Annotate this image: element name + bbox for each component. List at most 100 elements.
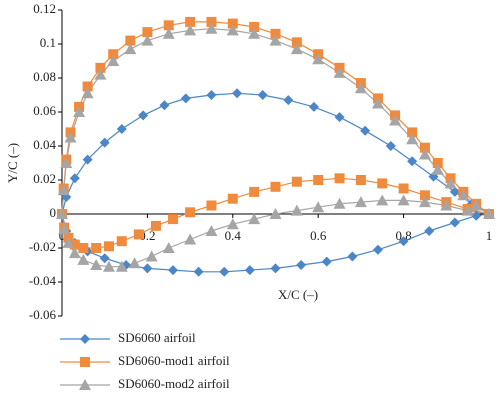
marker bbox=[95, 62, 106, 73]
marker bbox=[334, 112, 345, 123]
marker bbox=[471, 210, 482, 221]
marker bbox=[185, 16, 196, 27]
marker bbox=[128, 257, 141, 269]
marker bbox=[333, 66, 346, 78]
marker bbox=[141, 34, 154, 46]
marker bbox=[91, 243, 102, 253]
x-tick-label: 0.4 bbox=[225, 228, 242, 243]
y-tick-label: -0.02 bbox=[29, 239, 56, 254]
marker bbox=[78, 243, 89, 253]
marker bbox=[184, 24, 197, 36]
marker bbox=[248, 27, 261, 39]
marker bbox=[432, 158, 443, 168]
marker bbox=[163, 20, 174, 31]
marker bbox=[107, 55, 120, 66]
marker bbox=[142, 27, 153, 38]
y-tick-label: 0.04 bbox=[33, 137, 56, 152]
x-tick-label: 1 bbox=[486, 228, 493, 243]
y-tick-label: 0.06 bbox=[33, 103, 56, 118]
marker bbox=[206, 200, 217, 211]
marker bbox=[449, 217, 460, 228]
marker bbox=[56, 208, 68, 219]
marker bbox=[168, 214, 179, 225]
marker bbox=[205, 225, 218, 236]
marker bbox=[354, 196, 367, 208]
series-line bbox=[61, 92, 490, 273]
marker bbox=[461, 204, 474, 216]
marker bbox=[180, 93, 191, 104]
marker bbox=[398, 183, 409, 194]
marker bbox=[470, 199, 483, 211]
marker bbox=[125, 35, 136, 46]
marker bbox=[290, 204, 303, 216]
y-tick-label: 0 bbox=[50, 205, 57, 220]
marker bbox=[116, 124, 127, 134]
marker bbox=[99, 253, 110, 264]
marker bbox=[270, 263, 281, 274]
marker bbox=[219, 266, 230, 277]
marker bbox=[82, 154, 93, 165]
marker bbox=[431, 163, 444, 175]
marker bbox=[360, 125, 371, 136]
marker bbox=[103, 241, 114, 252]
y-axis-title: Y/C (–) bbox=[5, 143, 20, 183]
marker bbox=[116, 236, 127, 247]
marker bbox=[270, 181, 281, 192]
marker bbox=[133, 229, 144, 240]
marker bbox=[227, 193, 238, 204]
y-tick-label: 0.12 bbox=[33, 1, 56, 16]
marker bbox=[62, 236, 75, 248]
marker bbox=[162, 242, 175, 253]
marker bbox=[232, 88, 243, 99]
marker bbox=[206, 16, 217, 27]
marker bbox=[312, 53, 325, 65]
legend-label: SD6060-mod2 airfoil bbox=[118, 376, 230, 391]
marker bbox=[398, 236, 409, 247]
marker bbox=[206, 90, 217, 100]
y-tick-label: 0.1 bbox=[40, 35, 56, 50]
y-tick-label: -0.04 bbox=[29, 273, 57, 288]
y-tick-label: -0.06 bbox=[29, 307, 57, 322]
marker bbox=[159, 100, 170, 111]
marker bbox=[418, 196, 431, 208]
marker bbox=[418, 148, 431, 160]
marker bbox=[457, 189, 470, 201]
marker bbox=[389, 114, 402, 126]
marker bbox=[142, 263, 153, 274]
marker bbox=[333, 197, 346, 209]
marker bbox=[248, 213, 261, 225]
marker bbox=[90, 259, 103, 270]
marker bbox=[270, 28, 281, 39]
marker bbox=[290, 43, 303, 55]
marker bbox=[108, 49, 119, 60]
marker bbox=[440, 199, 453, 211]
marker bbox=[244, 265, 255, 276]
legend-marker bbox=[79, 379, 91, 390]
marker bbox=[283, 95, 294, 106]
marker bbox=[424, 226, 435, 236]
marker bbox=[444, 177, 457, 189]
marker bbox=[184, 233, 197, 245]
marker bbox=[73, 106, 86, 117]
marker bbox=[483, 208, 495, 219]
marker bbox=[419, 142, 430, 153]
marker bbox=[449, 186, 460, 197]
marker bbox=[397, 194, 410, 206]
y-tick-label: 0.08 bbox=[33, 69, 56, 84]
x-tick-label: 0.6 bbox=[310, 228, 327, 243]
marker bbox=[102, 260, 115, 272]
marker bbox=[312, 201, 325, 213]
marker bbox=[58, 223, 71, 235]
marker bbox=[205, 22, 218, 34]
marker bbox=[227, 18, 238, 29]
marker bbox=[371, 97, 384, 109]
legend-label: SD6060 airfoil bbox=[118, 330, 196, 345]
marker bbox=[60, 157, 73, 168]
legend-marker bbox=[80, 334, 90, 344]
marker bbox=[69, 173, 80, 184]
marker bbox=[145, 250, 158, 262]
marker bbox=[419, 190, 430, 201]
marker bbox=[291, 37, 302, 48]
marker bbox=[372, 244, 383, 255]
marker bbox=[291, 176, 302, 187]
